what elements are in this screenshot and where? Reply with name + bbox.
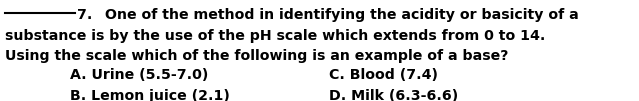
Text: C. Blood (7.4): C. Blood (7.4) — [329, 68, 438, 82]
Text: Using the scale which of the following is an example of a base?: Using the scale which of the following i… — [5, 49, 509, 63]
Text: 7.: 7. — [77, 8, 92, 22]
Text: B. Lemon juice (2.1): B. Lemon juice (2.1) — [70, 89, 230, 101]
Text: substance is by the use of the pH scale which extends from 0 to 14.: substance is by the use of the pH scale … — [5, 29, 546, 43]
Text: D. Milk (6.3-6.6): D. Milk (6.3-6.6) — [329, 89, 458, 101]
Text: One of the method in identifying the acidity or basicity of a: One of the method in identifying the aci… — [100, 8, 579, 22]
Text: A. Urine (5.5-7.0): A. Urine (5.5-7.0) — [70, 68, 209, 82]
